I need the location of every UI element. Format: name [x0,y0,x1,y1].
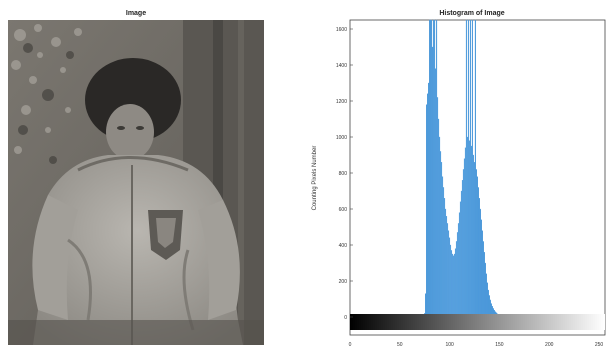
histogram-bar [434,19,436,318]
histogram-bar [477,187,479,318]
histogram-bar [442,187,445,318]
histogram-bar [426,104,428,318]
y-tick-label: 800 [339,171,348,177]
histogram-bar [476,176,478,318]
histogram-bar [460,190,463,318]
histogram-bar [441,176,444,318]
photo-illustration [8,20,264,345]
y-tick-label: 200 [339,279,348,285]
y-tick-label: 0 [344,315,347,321]
histogram-bar [461,180,464,318]
histogram-bar [448,237,451,318]
histogram-bar [435,68,437,318]
histogram-bar [471,19,473,318]
histogram-bar [469,19,471,318]
x-tick-label: 50 [397,342,403,348]
histogram-bar [478,198,480,318]
histogram-bar [427,93,429,318]
histogram-bar [430,19,432,318]
histogram-bar [479,208,481,318]
histogram-bar [438,118,440,318]
x-tick-label: 0 [349,342,352,348]
histogram-bar [431,19,433,318]
histogram-bar [440,162,443,318]
histogram-bar [472,154,474,318]
histogram-bar [432,46,434,318]
histogram-bar [473,162,475,318]
x-tick-label: 150 [495,342,504,348]
histogram-bar [487,289,489,318]
histogram-bar [450,250,453,318]
y-tick-label: 1000 [336,135,347,141]
histogram-bar [465,19,467,318]
histogram-bar [439,151,442,318]
histogram-bar [484,262,486,318]
y-tick-label: 600 [339,207,348,213]
histogram-bar [451,253,454,318]
histogram-bar [428,82,430,318]
histogram-bar [463,158,465,318]
histogram-bar [457,223,460,318]
histogram-bar [447,230,450,318]
histogram-bar [446,223,449,318]
y-tick-label: 1400 [336,63,347,69]
histogram-title: Histogram of Image [439,10,505,17]
grayscale-photo-image [8,20,264,345]
histogram-bar [468,140,470,318]
histogram-bar [437,97,439,318]
histogram-bar [462,169,465,318]
histogram-bar [455,241,458,318]
histogram-bar [482,241,484,318]
histogram-bar [452,255,455,318]
histogram-bar [467,19,469,318]
histogram-bar [486,282,488,318]
x-tick-label: 200 [545,342,554,348]
histogram-bar [483,252,485,318]
histogram-bar [449,244,452,318]
x-axis-ticks: 0 50 100 150 200 250 [349,342,604,348]
histogram-bar [466,136,468,318]
histogram-bar [439,136,441,318]
histogram-bar [481,230,483,318]
histogram-bar [459,201,462,318]
histogram-bar [488,295,490,318]
histogram-bar [445,216,448,318]
y-axis-label: Counting Pixels Number [312,146,318,211]
histogram-bar [454,248,457,318]
histogram-bar [456,232,459,318]
x-tick-label: 250 [595,342,604,348]
histogram-bar [425,293,427,318]
image-title: Image [125,10,147,17]
grayscale-colorbar [350,314,605,330]
histogram-bar [485,273,487,318]
y-tick-label: 400 [339,243,348,249]
y-tick-label: 1600 [336,27,347,33]
histogram-bar [429,19,431,318]
y-tick-label: 1200 [336,99,347,105]
histogram-bar [433,19,435,318]
histogram-bar [475,169,477,318]
histogram-bar [480,219,482,318]
histogram-bar [453,253,456,318]
histogram-bar [443,198,446,318]
histogram-bar [444,208,447,318]
histogram-bar [474,19,476,318]
histogram-bar [470,145,472,318]
histogram-bar [436,19,438,318]
x-tick-label: 100 [445,342,454,348]
y-axis-ticks: 0 200 400 600 800 1000 1200 1400 1600 [336,27,353,321]
histogram-bar [458,212,461,318]
histogram-bar [464,147,466,318]
